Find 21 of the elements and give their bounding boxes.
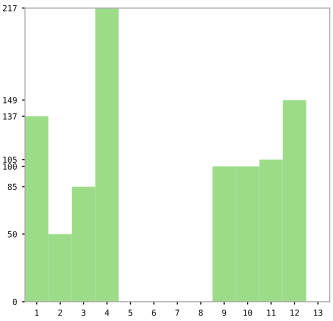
y-tick-label: 0 [12,298,17,306]
x-tick-label: 11 [267,310,276,316]
x-tick-label: 10 [244,310,252,316]
x-tick-label: 3 [82,310,86,316]
y-tick-label: 50 [8,231,17,238]
y-tick-label: 149 [3,97,17,104]
x-tick-label: 5 [128,310,132,316]
x-tick-label: 12 [290,310,299,316]
y-tick-label: 85 [8,184,17,190]
x-tick-label: 9 [222,310,226,316]
y-tick-label: 100 [3,163,17,170]
y-tick-label: 137 [3,113,17,120]
x-tick-label: 13 [314,310,322,316]
x-tick-label: 8 [198,310,203,316]
y-tick-label: 217 [2,5,17,12]
y-tick-label: 105 [3,156,17,163]
x-tick-label: 6 [152,310,156,316]
x-tick-label: 4 [104,310,110,316]
x-tick-label: 1 [35,310,39,316]
x-tick-label: 2 [58,310,62,316]
x-tick-label: 7 [175,310,180,316]
